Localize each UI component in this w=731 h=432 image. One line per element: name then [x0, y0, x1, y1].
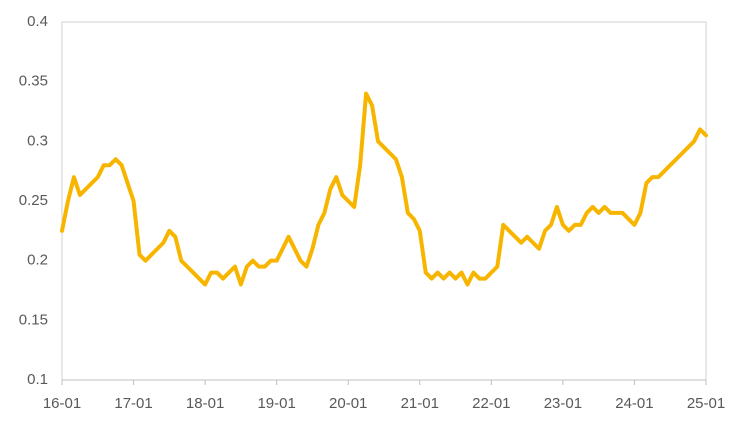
- line: [60, 91, 708, 287]
- x-tick-label: 18-01: [186, 395, 224, 412]
- y-tick-label: 0.4: [27, 13, 48, 30]
- y-tick-label: 0.2: [27, 252, 48, 269]
- x-tick-label: 24-01: [615, 395, 653, 412]
- y-tick-label: 0.3: [27, 132, 48, 149]
- plot-frame: [61, 21, 707, 381]
- y-tick-label: 0.15: [19, 311, 48, 328]
- y-tick-label: 0.35: [19, 73, 48, 90]
- x-tick-label: 21-01: [401, 395, 439, 412]
- y-tick-label: 0.1: [27, 371, 48, 388]
- x-tick-label: 19-01: [257, 395, 295, 412]
- y-tick-label: 0.25: [19, 192, 48, 209]
- x-tick-label: 17-01: [114, 395, 152, 412]
- x-tick-label: 23-01: [544, 395, 582, 412]
- x-tick-label: 16-01: [43, 395, 81, 412]
- x-tick-label: 22-01: [472, 395, 510, 412]
- x-tick-label: 25-01: [687, 395, 725, 412]
- x-tick-label: 20-01: [329, 395, 367, 412]
